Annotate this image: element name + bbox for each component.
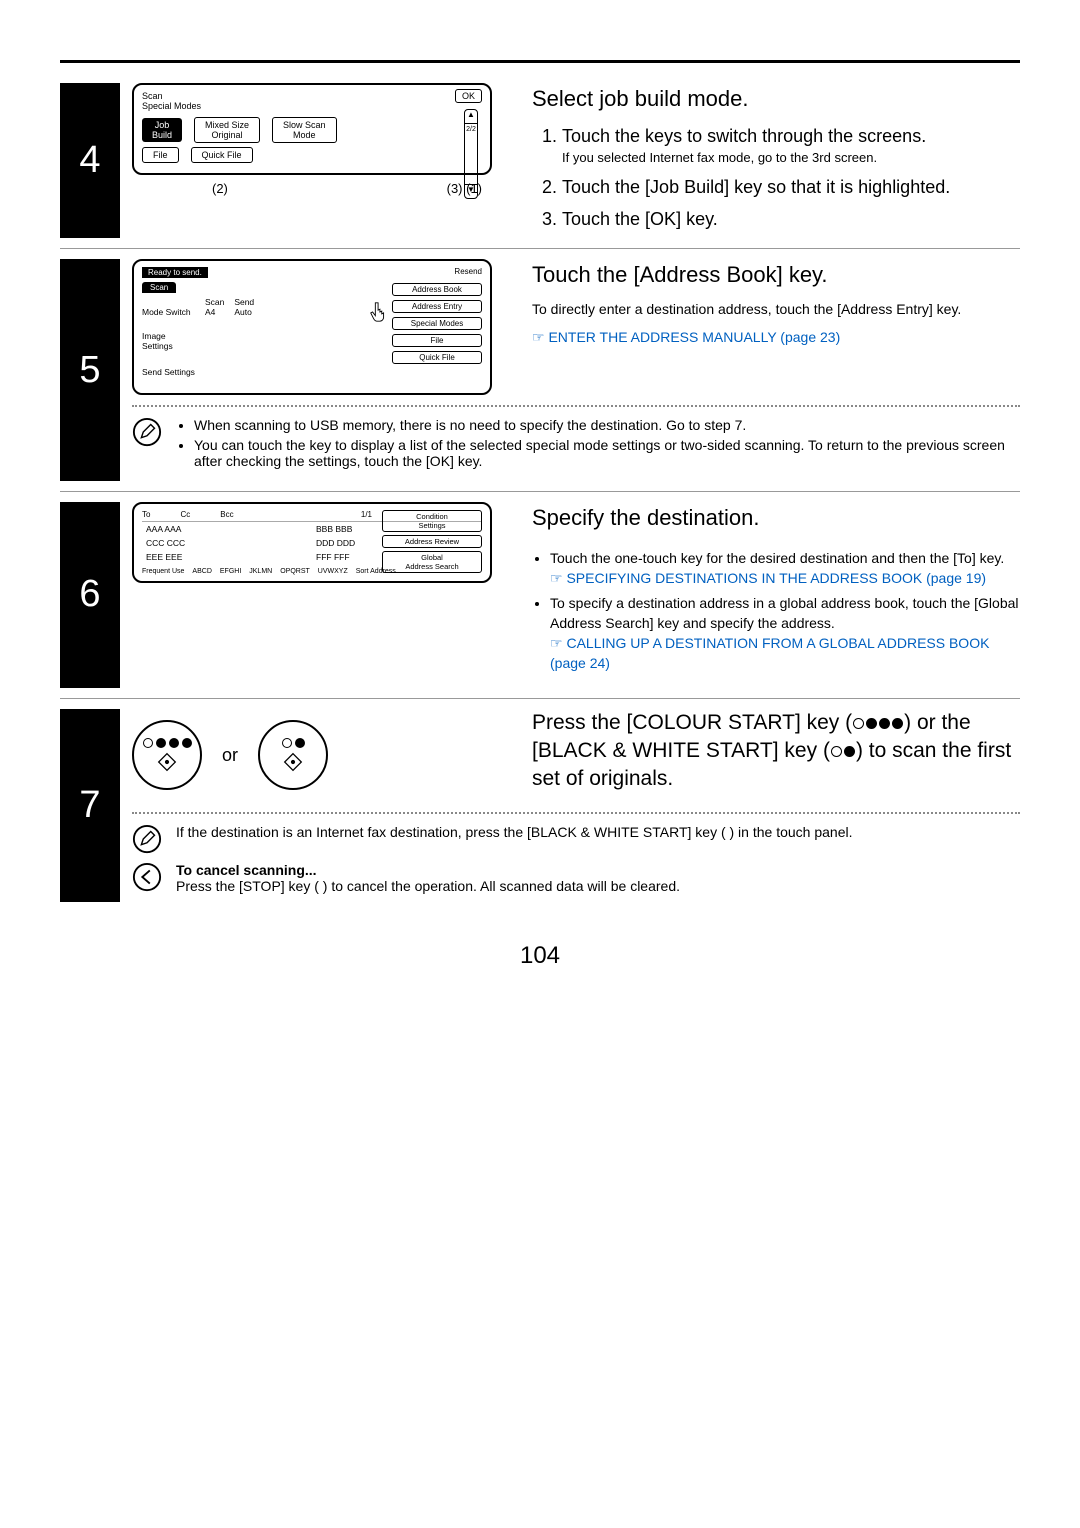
inline-2dots-icon <box>830 739 856 762</box>
file-key[interactable]: File <box>142 147 179 163</box>
four-dots-icon <box>143 738 192 748</box>
quick-file-key[interactable]: Quick File <box>191 147 253 163</box>
idx-freq[interactable]: Frequent Use <box>142 568 184 575</box>
scan-col: Scan A4 <box>205 297 224 387</box>
step-5: 5 Ready to send. Resend Scan Mode Switch… <box>60 249 1020 492</box>
step-6: 6 Condition Settings Address Review Glob… <box>60 492 1020 699</box>
addr-page: 1/1 <box>361 510 372 519</box>
step7-keys: or <box>132 720 512 790</box>
step5-note2: You can touch the key to display a list … <box>194 437 1020 469</box>
colour-start-key[interactable] <box>132 720 202 790</box>
or-label: or <box>222 745 238 766</box>
start-diamond-icon <box>157 752 177 772</box>
mixed-size-key[interactable]: Mixed Size Original <box>194 117 260 143</box>
step-number-6: 6 <box>60 502 120 688</box>
image-settings-label: Image Settings <box>142 331 195 351</box>
callout-2: (2) <box>212 181 228 196</box>
dotted-separator-7 <box>132 812 1020 814</box>
mode-switch-label: Mode Switch <box>142 307 195 317</box>
address-entry-key[interactable]: Address Entry <box>392 300 482 313</box>
inline-4dots-icon <box>852 711 904 734</box>
step4-item2: Touch the [Job Build] key so that it is … <box>562 174 1020 200</box>
slow-scan-key[interactable]: Slow Scan Mode <box>272 117 337 143</box>
step6-illustration: Condition Settings Address Review Global… <box>132 502 512 688</box>
step4-subnote: If you selected Internet fax mode, go to… <box>562 149 1020 168</box>
global-address-search-key[interactable]: Global Address Search <box>382 551 482 573</box>
cancel-body: Press the [STOP] key ( ) to cancel the o… <box>176 878 680 894</box>
step5-screen: Ready to send. Resend Scan Mode Switch I… <box>132 259 492 395</box>
step4-item3: Touch the [OK] key. <box>562 206 1020 232</box>
file-key-5[interactable]: File <box>392 334 482 347</box>
step7-title: Press the [COLOUR START] key () or the [… <box>532 709 1020 794</box>
address-book-key[interactable]: Address Book <box>392 283 482 296</box>
step7-note: If the destination is an Internet fax de… <box>176 824 852 840</box>
scroll-up-icon[interactable]: ▲ <box>465 110 477 124</box>
step5-note1: When scanning to USB memory, there is no… <box>194 417 1020 433</box>
step-7: 7 or <box>60 699 1020 912</box>
resend-label: Resend <box>454 267 482 276</box>
idx-efghi[interactable]: EFGHI <box>220 568 241 575</box>
quick-file-key-5[interactable]: Quick File <box>392 351 482 364</box>
step5-title: Touch the [Address Book] key. <box>532 259 1020 291</box>
addr-aaa[interactable]: AAA AAA <box>142 522 312 536</box>
dotted-separator <box>132 405 1020 407</box>
global-address-book-link[interactable]: ☞ CALLING UP A DESTINATION FROM A GLOBAL… <box>550 635 989 671</box>
page-number: 104 <box>60 942 1020 970</box>
step5-illustration: Ready to send. Resend Scan Mode Switch I… <box>132 259 512 395</box>
to-tab[interactable]: To <box>142 510 150 519</box>
step-number-4: 4 <box>60 83 120 238</box>
top-rule <box>60 60 1020 63</box>
send-settings-label: Send Settings <box>142 367 195 377</box>
step-4: 4 OK Scan Special Modes ▲ 2/2 ▼ Job Buil… <box>60 73 1020 249</box>
step6-title: Specify the destination. <box>532 502 1020 534</box>
step-number-5: 5 <box>60 259 120 481</box>
screen4-header: Scan Special Modes <box>142 91 482 111</box>
step4-screen: OK Scan Special Modes ▲ 2/2 ▼ Job Build … <box>132 83 492 175</box>
bcc-tab[interactable]: Bcc <box>220 510 233 519</box>
idx-abcd[interactable]: ABCD <box>192 568 211 575</box>
step6-screen: Condition Settings Address Review Global… <box>132 502 492 583</box>
step6-b1: Touch the one-touch key for the desired … <box>550 550 1004 566</box>
bw-start-key[interactable] <box>258 720 328 790</box>
address-review-key[interactable]: Address Review <box>382 535 482 548</box>
page-indicator: 2/2 <box>465 126 477 133</box>
step6-b2: To specify a destination address in a gl… <box>550 595 1019 631</box>
send-col: Send Auto <box>234 297 254 387</box>
addr-ccc[interactable]: CCC CCC <box>142 536 312 550</box>
enter-address-manually-link[interactable]: ☞ ENTER THE ADDRESS MANUALLY (page 23) <box>532 329 840 345</box>
hand-pointer-icon <box>368 301 390 325</box>
step4-illustration: OK Scan Special Modes ▲ 2/2 ▼ Job Build … <box>132 83 512 238</box>
note-pencil-icon <box>132 417 162 447</box>
scroll-down-icon[interactable]: ▼ <box>465 184 477 198</box>
ok-button[interactable]: OK <box>455 89 482 103</box>
idx-jklmn[interactable]: JKLMN <box>249 568 272 575</box>
two-dots-icon <box>282 738 305 748</box>
idx-opqrst[interactable]: OPQRST <box>280 568 310 575</box>
step-number-7: 7 <box>60 709 120 902</box>
cc-tab[interactable]: Cc <box>180 510 190 519</box>
start-diamond-icon <box>283 752 303 772</box>
step4-item1: Touch the keys to switch through the scr… <box>562 123 1020 168</box>
step5-para: To directly enter a destination address,… <box>532 299 1020 319</box>
cancel-heading: To cancel scanning... <box>176 862 317 878</box>
addr-eee[interactable]: EEE EEE <box>142 550 312 564</box>
back-circle-icon <box>132 862 162 892</box>
condition-settings-key[interactable]: Condition Settings <box>382 510 482 532</box>
step4-title: Select job build mode. <box>532 83 1020 115</box>
scan-tab[interactable]: Scan <box>142 282 176 293</box>
scrollbar[interactable]: ▲ 2/2 ▼ <box>464 109 478 199</box>
special-modes-key[interactable]: Special Modes <box>392 317 482 330</box>
status-bar: Ready to send. <box>142 267 208 278</box>
note-pencil-icon <box>132 824 162 854</box>
idx-uvwxyz[interactable]: UVWXYZ <box>318 568 348 575</box>
job-build-key[interactable]: Job Build <box>142 118 182 142</box>
specifying-destinations-link[interactable]: ☞ SPECIFYING DESTINATIONS IN THE ADDRESS… <box>550 570 986 586</box>
